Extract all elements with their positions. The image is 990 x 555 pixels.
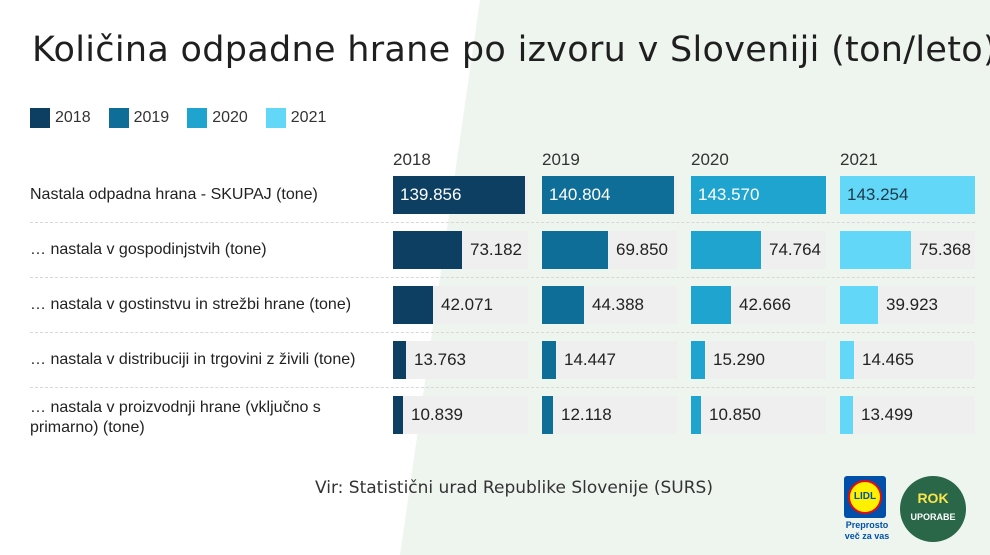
- row-label: … nastala v proizvodnji hrane (vključno …: [30, 399, 321, 436]
- bar-2018-row-5: [393, 396, 403, 434]
- row-label: … nastala v gostinstvu in strežbi hrane …: [30, 296, 352, 313]
- lidl-tagline-line-2: več za vas: [844, 531, 890, 541]
- lidl-tagline-line-1: Preprosto: [845, 520, 889, 530]
- column-header-2020: 2020: [691, 150, 729, 169]
- data-label: 15.290: [713, 350, 765, 369]
- column-header-2021: 2021: [840, 150, 878, 169]
- bar-2019-row-3: [542, 286, 584, 324]
- legend-label: 2019: [133, 109, 170, 126]
- legend: 2018 2019 2020 2021: [30, 108, 344, 128]
- bar-2019-row-2: [542, 231, 608, 269]
- data-label: 10.839: [411, 405, 463, 424]
- row-separator: [30, 332, 975, 333]
- rok-uporabe-logo: ROK UPORABE: [900, 476, 966, 542]
- bar-2018-row-3: [393, 286, 433, 324]
- data-label: 143.254: [847, 185, 909, 204]
- data-label: 74.764: [769, 240, 821, 259]
- bar-background: [542, 341, 677, 379]
- data-label: 10.850: [709, 405, 761, 424]
- lidl-tagline: Preprosto več za vas: [832, 520, 902, 542]
- bar-2020-row-4: [691, 341, 705, 379]
- data-label: 39.923: [886, 295, 938, 314]
- lidl-logo-text: LIDL: [853, 491, 877, 502]
- legend-label: 2021: [290, 109, 327, 126]
- legend-swatch: [30, 108, 50, 128]
- legend-label: 2020: [212, 109, 248, 126]
- legend-swatch: [265, 108, 286, 128]
- lidl-logo-circle: LIDL: [848, 480, 882, 514]
- data-label: 139.856: [400, 185, 462, 204]
- row-label: Nastala odpadna hrana - SKUPAJ (tone): [30, 186, 318, 203]
- bar-2021-row-2: [840, 231, 911, 269]
- data-label: 12.118: [561, 405, 612, 424]
- column-header-2018: 2018: [393, 150, 431, 169]
- legend-item-2019: 2019: [108, 108, 170, 128]
- uporabe-logo-text: UPORABE: [910, 512, 956, 522]
- page-title: Količina odpadne hrane po izvoru v Slove…: [32, 30, 990, 70]
- bar-2021-row-4: [840, 341, 854, 379]
- rok-logo-text: ROK: [917, 490, 949, 506]
- bar-2018-row-4: [393, 341, 406, 379]
- source-note: Vir: Statistični urad Republike Slovenij…: [315, 478, 713, 498]
- data-label: 13.763: [414, 350, 466, 369]
- bar-background: [840, 396, 975, 434]
- data-label: 14.465: [862, 350, 914, 369]
- bar-2021-row-5: [840, 396, 853, 434]
- bar-background: [840, 341, 975, 379]
- data-label: 69.850: [616, 240, 668, 259]
- data-label: 42.071: [441, 295, 493, 314]
- data-label: 44.388: [592, 295, 644, 314]
- row-label: … nastala v gospodinjstvih (tone): [30, 241, 267, 258]
- bar-2020-row-2: [691, 231, 761, 269]
- bar-2018-row-2: [393, 231, 462, 269]
- lidl-logo: LIDL: [844, 476, 886, 518]
- bar-background: [691, 396, 826, 434]
- legend-item-2020: 2020: [187, 108, 248, 128]
- legend-item-2018: 2018: [30, 108, 91, 128]
- bar-2020-row-1: [691, 176, 826, 214]
- row-label: … nastala v distribuciji in trgovini z ž…: [30, 351, 356, 368]
- bar-background: [691, 341, 826, 379]
- bar-background: [542, 396, 677, 434]
- legend-swatch: [108, 108, 129, 128]
- data-label: 73.182: [470, 240, 522, 259]
- row-separator: [30, 277, 975, 278]
- bar-2021-row-3: [840, 286, 878, 324]
- bar-2019-row-5: [542, 396, 553, 434]
- row-separator: [30, 387, 975, 388]
- bar-2018-row-1: [393, 176, 525, 214]
- data-label: 14.447: [564, 350, 616, 369]
- bar-2021-row-1: [840, 176, 975, 214]
- data-label: 75.368: [919, 240, 971, 259]
- row-separator: [30, 222, 975, 223]
- bar-background: [393, 341, 528, 379]
- data-label: 42.666: [739, 295, 791, 314]
- data-label: 13.499: [861, 405, 913, 424]
- bar-2020-row-3: [691, 286, 731, 324]
- data-label: 140.804: [549, 185, 611, 204]
- bar-background: [393, 396, 528, 434]
- bar-2019-row-1: [542, 176, 674, 214]
- legend-label: 2018: [55, 109, 91, 126]
- bar-2020-row-5: [691, 396, 701, 434]
- legend-swatch: [187, 108, 208, 128]
- column-header-2019: 2019: [542, 150, 580, 169]
- data-label: 143.570: [698, 185, 760, 204]
- legend-item-2021: 2021: [265, 108, 327, 128]
- bar-2019-row-4: [542, 341, 556, 379]
